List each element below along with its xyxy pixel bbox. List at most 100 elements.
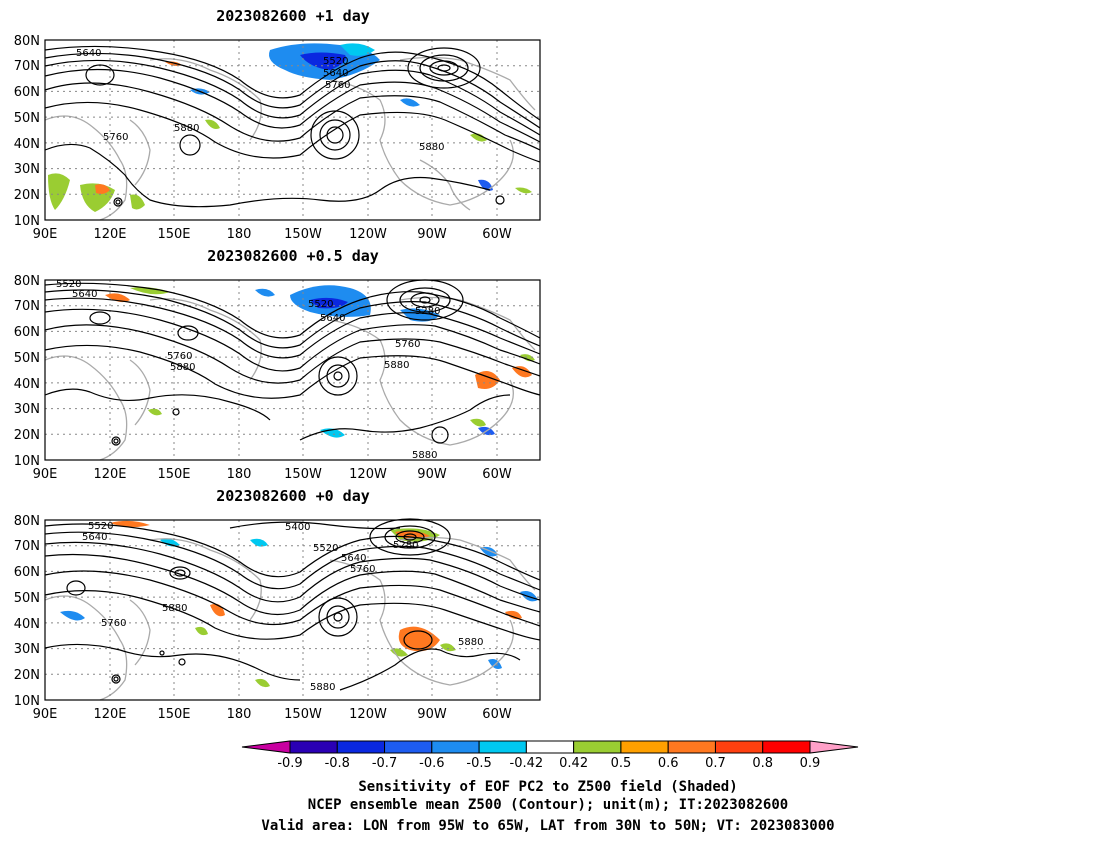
- lat-label: 20N: [14, 668, 40, 683]
- lon-label: 90E: [33, 227, 58, 242]
- colorbar-label: -0.5: [466, 756, 491, 771]
- lon-labels-panel-2: 90E 120E 150E 180 150W 120W 90W 60W: [33, 467, 512, 482]
- lon-label: 90W: [417, 467, 447, 482]
- lon-label: 180: [227, 707, 252, 722]
- lat-label: 50N: [14, 351, 40, 366]
- panel-title: 2023082600 +0 day: [216, 487, 370, 505]
- lat-label: 50N: [14, 111, 40, 126]
- colorbar-label: 0.6: [658, 756, 679, 771]
- map-panel-3: 2023082600 +0 day: [44, 487, 541, 701]
- colorbar-label: -0.42: [510, 756, 544, 771]
- colorbar-label: 0.7: [705, 756, 726, 771]
- contour-label: 5880: [412, 450, 437, 461]
- lat-label: 80N: [14, 34, 40, 49]
- colorbar-high-arrow: [809, 740, 859, 754]
- colorbar-cell: [667, 740, 716, 754]
- colorbar-label: 0.5: [611, 756, 632, 771]
- lat-label: 20N: [14, 428, 40, 443]
- figure-caption: Sensitivity of EOF PC2 to Z500 field (Sh…: [261, 779, 834, 834]
- lat-label: 40N: [14, 617, 40, 632]
- contour-label: 5280: [393, 540, 418, 551]
- colorbar-labels: -0.9 -0.8 -0.7 -0.6 -0.5 -0.42 0.42 0.5 0.6 0.7 0.…: [277, 756, 820, 771]
- lat-label: 10N: [14, 694, 40, 709]
- colorbar-cell: [573, 740, 622, 754]
- colorbar-cell: [384, 740, 433, 754]
- contour-labels: 5520 5640 5400 5520 5640 5280 5760 5880 …: [82, 521, 483, 693]
- lon-label: 60W: [482, 227, 512, 242]
- lon-label: 90W: [417, 227, 447, 242]
- colorbar-label: 0.42: [559, 756, 588, 771]
- contour-label: 5880: [458, 637, 483, 648]
- colorbar-cell: [478, 740, 527, 754]
- lon-labels-panel-1: 90E 120E 150E 180 150W 120W 90W 60W: [33, 227, 512, 242]
- lon-label: 150E: [157, 227, 190, 242]
- sensitivity-shading: [60, 520, 538, 688]
- lon-label: 60W: [482, 467, 512, 482]
- lat-label: 40N: [14, 137, 40, 152]
- axis-labels: 80N 70N 60N 50N 40N 30N 20N 10N 90E 120E…: [14, 34, 512, 722]
- lat-label: 50N: [14, 591, 40, 606]
- contour-label: 5280: [415, 306, 440, 317]
- colorbar: -0.9 -0.8 -0.7 -0.6 -0.5 -0.42 0.42 0.5 0.6 0.7 0.…: [241, 740, 859, 771]
- lat-label: 60N: [14, 85, 40, 100]
- map-panel-2: 2023082600 +0.5 day: [44, 247, 541, 461]
- lon-label: 90E: [33, 707, 58, 722]
- colorbar-cell: [620, 740, 669, 754]
- lat-label: 60N: [14, 565, 40, 580]
- z500-contours: [44, 45, 541, 208]
- z500-contours: [44, 518, 541, 691]
- contour-label: 5520: [323, 56, 348, 67]
- colorbar-label: 0.8: [752, 756, 773, 771]
- lat-labels-panel-2: 80N 70N 60N 50N 40N 30N 20N 10N: [14, 274, 40, 469]
- caption-line-3: Valid area: LON from 95W to 65W, LAT fro…: [261, 818, 834, 834]
- caption-line-1: Sensitivity of EOF PC2 to Z500 field (Sh…: [358, 779, 737, 795]
- colorbar-label: -0.6: [419, 756, 444, 771]
- graticule: [45, 40, 540, 220]
- graticule: [45, 520, 540, 700]
- lon-label: 90E: [33, 467, 58, 482]
- colorbar-cells: [289, 740, 811, 754]
- contour-label: 5760: [395, 339, 420, 350]
- contour-label: 5520: [308, 299, 333, 310]
- lat-label: 30N: [14, 642, 40, 657]
- caption-line-2: NCEP ensemble mean Z500 (Contour); unit(…: [308, 797, 788, 813]
- contour-label: 5640: [72, 289, 97, 300]
- contour-label: 5640: [320, 313, 345, 324]
- contour-label: 5880: [170, 362, 195, 373]
- lon-label: 150E: [157, 467, 190, 482]
- lon-label: 120W: [349, 467, 387, 482]
- lon-label: 90W: [417, 707, 447, 722]
- colorbar-label: -0.7: [372, 756, 397, 771]
- map-panel-1: 2023082600 +1 day: [44, 7, 541, 221]
- contour-label: 5880: [162, 603, 187, 614]
- contour-label: 5760: [325, 80, 350, 91]
- lon-label: 120E: [93, 467, 126, 482]
- colorbar-label: -0.8: [325, 756, 350, 771]
- lon-labels-panel-3: 90E 120E 150E 180 150W 120W 90W 60W: [33, 707, 512, 722]
- colorbar-label: 0.9: [800, 756, 821, 771]
- contour-label: 5520: [88, 521, 113, 532]
- contour-label: 5760: [101, 618, 126, 629]
- z500-contours: [44, 279, 541, 446]
- lat-label: 80N: [14, 514, 40, 529]
- colorbar-cell: [431, 740, 480, 754]
- contour-label: 5760: [350, 564, 375, 575]
- contour-label: 5880: [384, 360, 409, 371]
- panel-title: 2023082600 +1 day: [216, 7, 370, 25]
- colorbar-cell: [525, 740, 575, 754]
- panel-title: 2023082600 +0.5 day: [207, 247, 379, 265]
- lat-label: 70N: [14, 299, 40, 314]
- lon-label: 120E: [93, 227, 126, 242]
- lat-label: 20N: [14, 188, 40, 203]
- lat-label: 70N: [14, 59, 40, 74]
- colorbar-cell: [762, 740, 811, 754]
- lat-labels-panel-1: 80N 70N 60N 50N 40N 30N 20N 10N: [14, 34, 40, 229]
- contour-label: 5640: [341, 553, 366, 564]
- lon-label: 180: [227, 227, 252, 242]
- graticule: [45, 280, 540, 460]
- lat-label: 30N: [14, 162, 40, 177]
- contour-label: 5760: [167, 351, 192, 362]
- lon-label: 180: [227, 467, 252, 482]
- contour-label: 5520: [56, 279, 81, 290]
